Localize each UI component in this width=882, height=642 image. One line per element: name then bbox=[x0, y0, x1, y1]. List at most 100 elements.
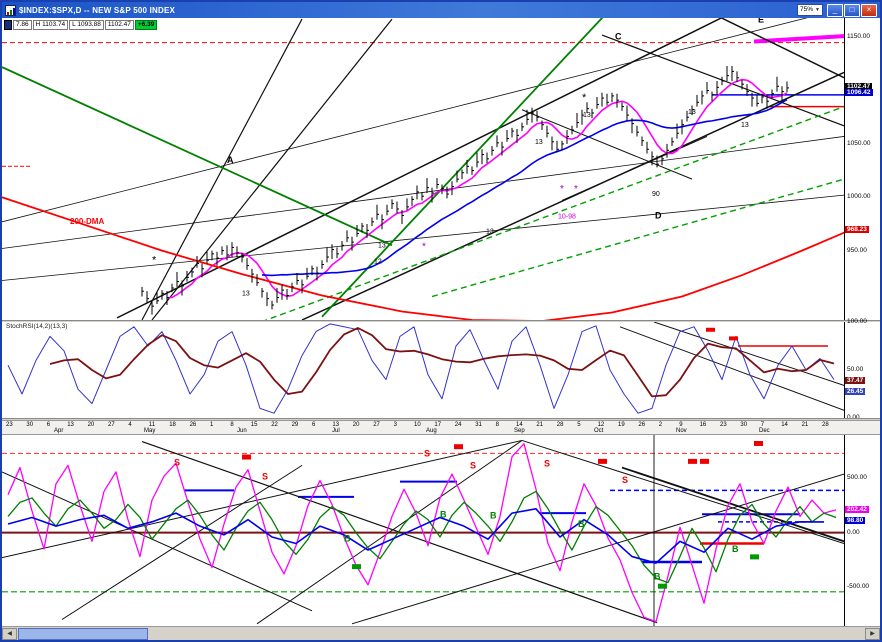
chart-annotation: 13 bbox=[378, 242, 386, 249]
date-tick: 18 bbox=[169, 422, 176, 428]
month-label: Oct bbox=[594, 428, 604, 434]
scroll-left-button[interactable]: ◀ bbox=[2, 628, 17, 640]
chart-annotation: * bbox=[560, 184, 564, 195]
panel-splitter[interactable] bbox=[2, 418, 880, 420]
date-tick: 14 bbox=[516, 422, 523, 428]
minimize-icon: _ bbox=[832, 4, 838, 14]
price-tag: 968.23 bbox=[845, 226, 869, 234]
quote-high: H 1103.74 bbox=[32, 20, 69, 30]
maximize-button[interactable]: □ bbox=[844, 3, 860, 17]
signal-marker bbox=[729, 336, 738, 341]
date-tick: 23 bbox=[720, 422, 727, 428]
signal-marker bbox=[352, 564, 361, 570]
chart-annotation: 10-98 bbox=[558, 214, 576, 221]
trendline bbox=[141, 18, 303, 320]
stochrsi-smoothed-darkred bbox=[49, 327, 835, 398]
maximize-icon: □ bbox=[849, 4, 855, 14]
axis-tick-label: 950.00 bbox=[847, 246, 867, 254]
date-tick: 26 bbox=[638, 422, 646, 428]
month-label: Dec bbox=[759, 428, 770, 434]
chart-app-icon bbox=[5, 4, 16, 16]
stochastic-panel[interactable]: 100.00 50.00 0.00 37.47 26.45 StochRSI(14,2)… bbox=[2, 318, 880, 421]
horizontal-scrollbar[interactable]: ◀ ▶ bbox=[2, 626, 880, 640]
axis-tick-label: 50.00 bbox=[847, 366, 864, 373]
date-tick: 1 bbox=[210, 422, 214, 428]
signal-marker bbox=[754, 440, 763, 446]
chart-annotation: 13 bbox=[535, 139, 543, 146]
price-axis[interactable]: 1150.001100.001050.001000.00950.001102.4… bbox=[844, 18, 880, 320]
chart-annotation: * bbox=[152, 254, 157, 266]
trendline bbox=[116, 18, 723, 319]
trendline bbox=[141, 440, 658, 624]
window-title: $INDEX:$SPX,D -- NEW S&P 500 INDEX bbox=[19, 5, 176, 15]
chart-annotation: S bbox=[424, 449, 430, 459]
close-button[interactable]: × bbox=[861, 3, 877, 17]
price-tag: 37.47 bbox=[845, 377, 866, 385]
minimize-button[interactable]: _ bbox=[827, 3, 843, 17]
close-icon: × bbox=[866, 4, 872, 14]
trendline bbox=[431, 178, 844, 298]
chart-annotation: * bbox=[574, 184, 578, 195]
signal-marker bbox=[598, 458, 607, 464]
trendline bbox=[521, 439, 844, 544]
quote-change-badge: +6.39 bbox=[134, 20, 158, 30]
price-chart-canvas[interactable]: A C E D 200-DMA 13 12 13 13 13 13 13 13 90 10-98 * * * * * bbox=[2, 18, 844, 320]
trendline bbox=[2, 18, 808, 223]
chart-annotation: 200-DMA bbox=[70, 217, 104, 226]
oscillator-axis[interactable]: 500.00 0.00 -500.00 202.42 98.80 bbox=[844, 435, 880, 626]
date-tick: 20 bbox=[352, 422, 360, 428]
axis-tick-label: 1150.00 bbox=[847, 33, 871, 41]
date-tick: 7 bbox=[760, 422, 765, 428]
price-tag: 1096.42 bbox=[845, 89, 873, 97]
trendline bbox=[621, 466, 844, 543]
chart-annotation: D bbox=[655, 211, 662, 221]
date-tick: 24 bbox=[454, 422, 462, 428]
signal-marker bbox=[700, 458, 709, 464]
trendline bbox=[2, 471, 313, 612]
chart-annotation: S bbox=[544, 458, 550, 468]
stochastic-chart-canvas[interactable] bbox=[2, 322, 844, 418]
price-panel[interactable]: A C E D 200-DMA 13 12 13 13 13 13 13 13 90 10-98 * * * * * … bbox=[2, 18, 880, 320]
axis-tick-label: 0.00 bbox=[847, 528, 860, 536]
date-tick: 13 bbox=[67, 422, 74, 428]
date-tick: 12 bbox=[597, 422, 605, 428]
date-tick: 8 bbox=[230, 422, 234, 428]
date-tick: 30 bbox=[26, 422, 34, 428]
zoom-select[interactable]: 75% ▼ bbox=[797, 4, 823, 16]
quote-open: 7.86 bbox=[13, 20, 32, 30]
signal-marker bbox=[750, 554, 759, 560]
scroll-right-button[interactable]: ▶ bbox=[865, 628, 880, 640]
trendline bbox=[264, 105, 844, 320]
ma-200dma-red bbox=[2, 196, 844, 320]
price-tag: 1102.47 bbox=[845, 82, 873, 90]
axis-tick-label: 100.00 bbox=[847, 318, 867, 325]
title-bar[interactable]: $INDEX:$SPX,D -- NEW S&P 500 INDEX 75% ▼… bbox=[2, 2, 880, 18]
date-tick: 6 bbox=[46, 422, 51, 428]
stochastic-axis[interactable]: 100.00 50.00 0.00 37.47 26.45 bbox=[844, 318, 880, 421]
signal-marker bbox=[688, 458, 697, 464]
date-axis[interactable]: 23 30 6 13 20 27 4 11 18 26 1 8 15 22 29 6 13 20 27 3 10 17 24… bbox=[2, 420, 880, 435]
oscillator-panel[interactable]: S S S S S S B B B B B B 500.00 0.00 -500.00 202.42 98.8… bbox=[2, 435, 880, 626]
ma-slow-blue bbox=[261, 98, 788, 277]
osc-slow-blue bbox=[7, 507, 825, 564]
date-tick: 26 bbox=[189, 422, 197, 428]
chart-annotation: 13 bbox=[242, 290, 250, 297]
chart-annotation: A bbox=[227, 155, 234, 165]
date-tick: 4 bbox=[128, 422, 132, 428]
axis-tick-label: 1050.00 bbox=[847, 139, 871, 147]
chart-annotation: C bbox=[615, 31, 622, 41]
scrollbar-thumb[interactable] bbox=[18, 628, 148, 640]
date-tick: 3 bbox=[393, 422, 397, 428]
oscillator-chart-canvas[interactable]: S S S S S S B B B B B B bbox=[2, 435, 844, 626]
date-tick: 20 bbox=[87, 422, 95, 428]
panel-toggle-chip[interactable] bbox=[4, 20, 12, 30]
chart-annotation: * bbox=[422, 242, 426, 253]
chart-annotation: B bbox=[732, 544, 739, 554]
date-tick: 10 bbox=[414, 422, 421, 428]
date-tick: 13 bbox=[332, 422, 340, 428]
date-tick: 6 bbox=[312, 422, 316, 428]
panel-splitter[interactable] bbox=[2, 320, 880, 322]
osc-mid-green bbox=[7, 490, 837, 584]
trendline bbox=[61, 464, 303, 620]
date-tick: 22 bbox=[271, 422, 278, 428]
